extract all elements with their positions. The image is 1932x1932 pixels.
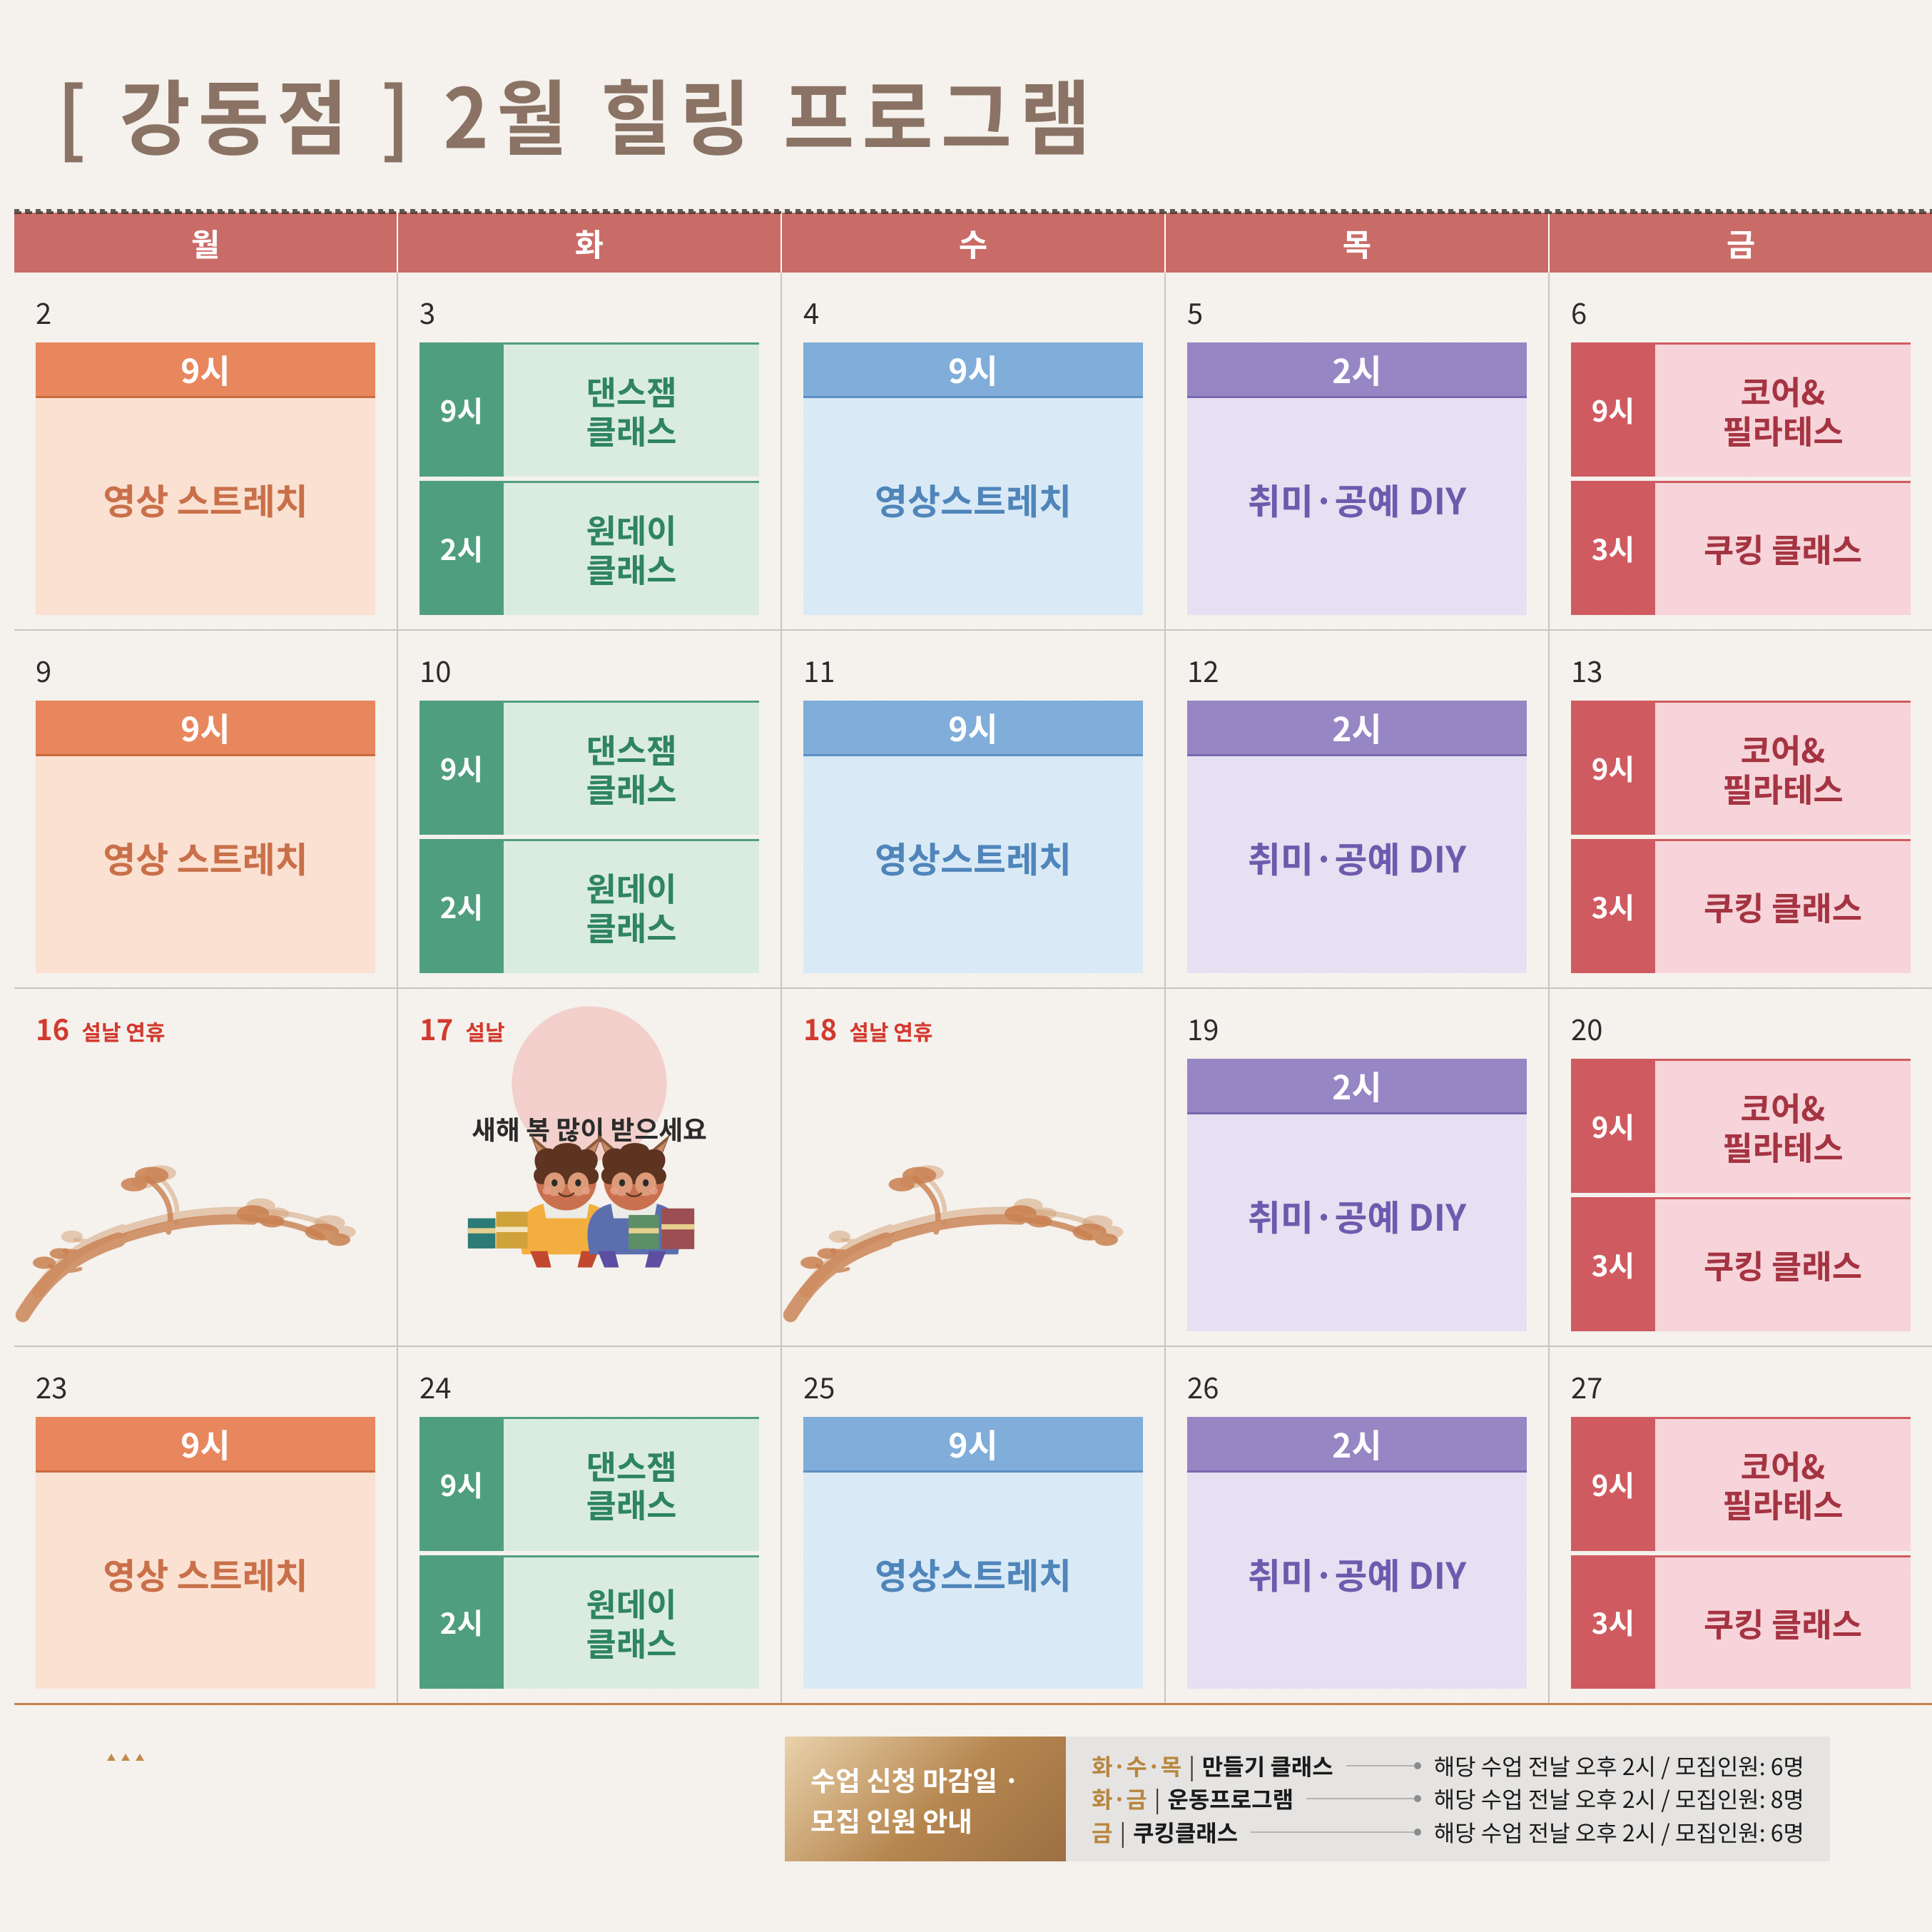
svg-text:새해 복 많이 받으세요: 새해 복 많이 받으세요: [472, 1109, 707, 1147]
